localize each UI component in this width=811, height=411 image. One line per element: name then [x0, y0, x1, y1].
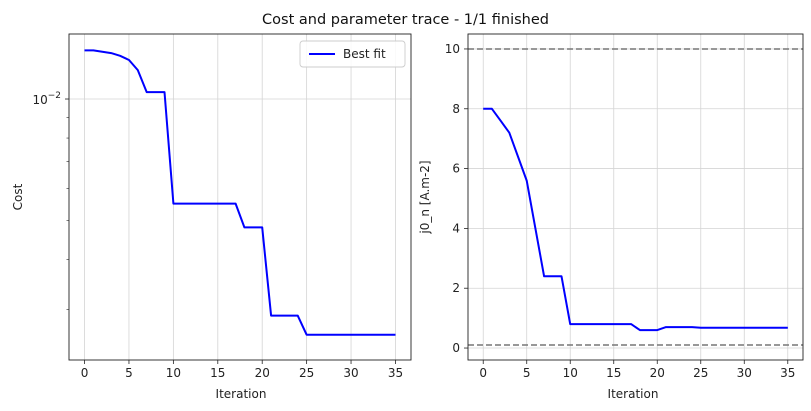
cost-series-line — [84, 49, 396, 336]
parameter-x-tick-label: 20 — [650, 366, 665, 380]
cost-chart-y-axis-label: Cost — [11, 183, 25, 210]
cost-x-tick-label: 35 — [388, 366, 403, 380]
cost-x-tick-label: 30 — [343, 366, 358, 380]
parameter-y-tick-label: 6 — [452, 162, 460, 176]
cost-x-tick-label: 15 — [210, 366, 225, 380]
parameter-x-tick-label: 35 — [780, 366, 795, 380]
parameter-plot-frame — [467, 33, 804, 361]
cost-chart-panel: Iteration Cost 0 5 10 15 20 25 30 35 10−2 Best fi… — [11, 33, 412, 401]
parameter-x-tick-label: 5 — [523, 366, 531, 380]
cost-x-tick-label: 20 — [255, 366, 270, 380]
cost-legend-box — [299, 40, 406, 68]
parameter-x-tick-label: 30 — [737, 366, 752, 380]
cost-y-tick-label: 10−2 — [32, 91, 61, 107]
parameter-x-tick-label: 0 — [479, 366, 487, 380]
parameter-x-tick-label: 15 — [606, 366, 621, 380]
cost-plot-frame — [68, 33, 412, 361]
figure-title: Cost and parameter trace - 1/1 finished — [262, 12, 549, 28]
cost-chart-x-axis-label: Iteration — [216, 387, 267, 401]
cost-x-tick-label: 10 — [166, 366, 181, 380]
parameter-y-tick-label: 8 — [452, 102, 460, 116]
parameter-y-tick-label: 4 — [452, 221, 460, 235]
parameter-x-tick-label: 10 — [563, 366, 578, 380]
parameter-y-tick-label: 10 — [445, 42, 460, 56]
parameter-y-tick-label: 2 — [452, 281, 460, 295]
parameter-chart-panel: Iteration j0_n [A.m-2] 0 5 10 15 20 25 30 35 0 2 4… — [418, 33, 804, 401]
cost-x-tick-label: 5 — [125, 366, 133, 380]
parameter-x-tick-label: 25 — [693, 366, 708, 380]
cost-x-tick-label: 0 — [81, 366, 89, 380]
parameter-series-line — [483, 107, 788, 332]
cost-x-tick-label: 25 — [299, 366, 314, 380]
parameter-chart-y-axis-label: j0_n [A.m-2] — [418, 160, 432, 234]
parameter-chart-x-axis-label: Iteration — [608, 387, 659, 401]
cost-legend-label: Best fit — [343, 47, 386, 61]
parameter-y-tick-label: 0 — [452, 341, 460, 355]
